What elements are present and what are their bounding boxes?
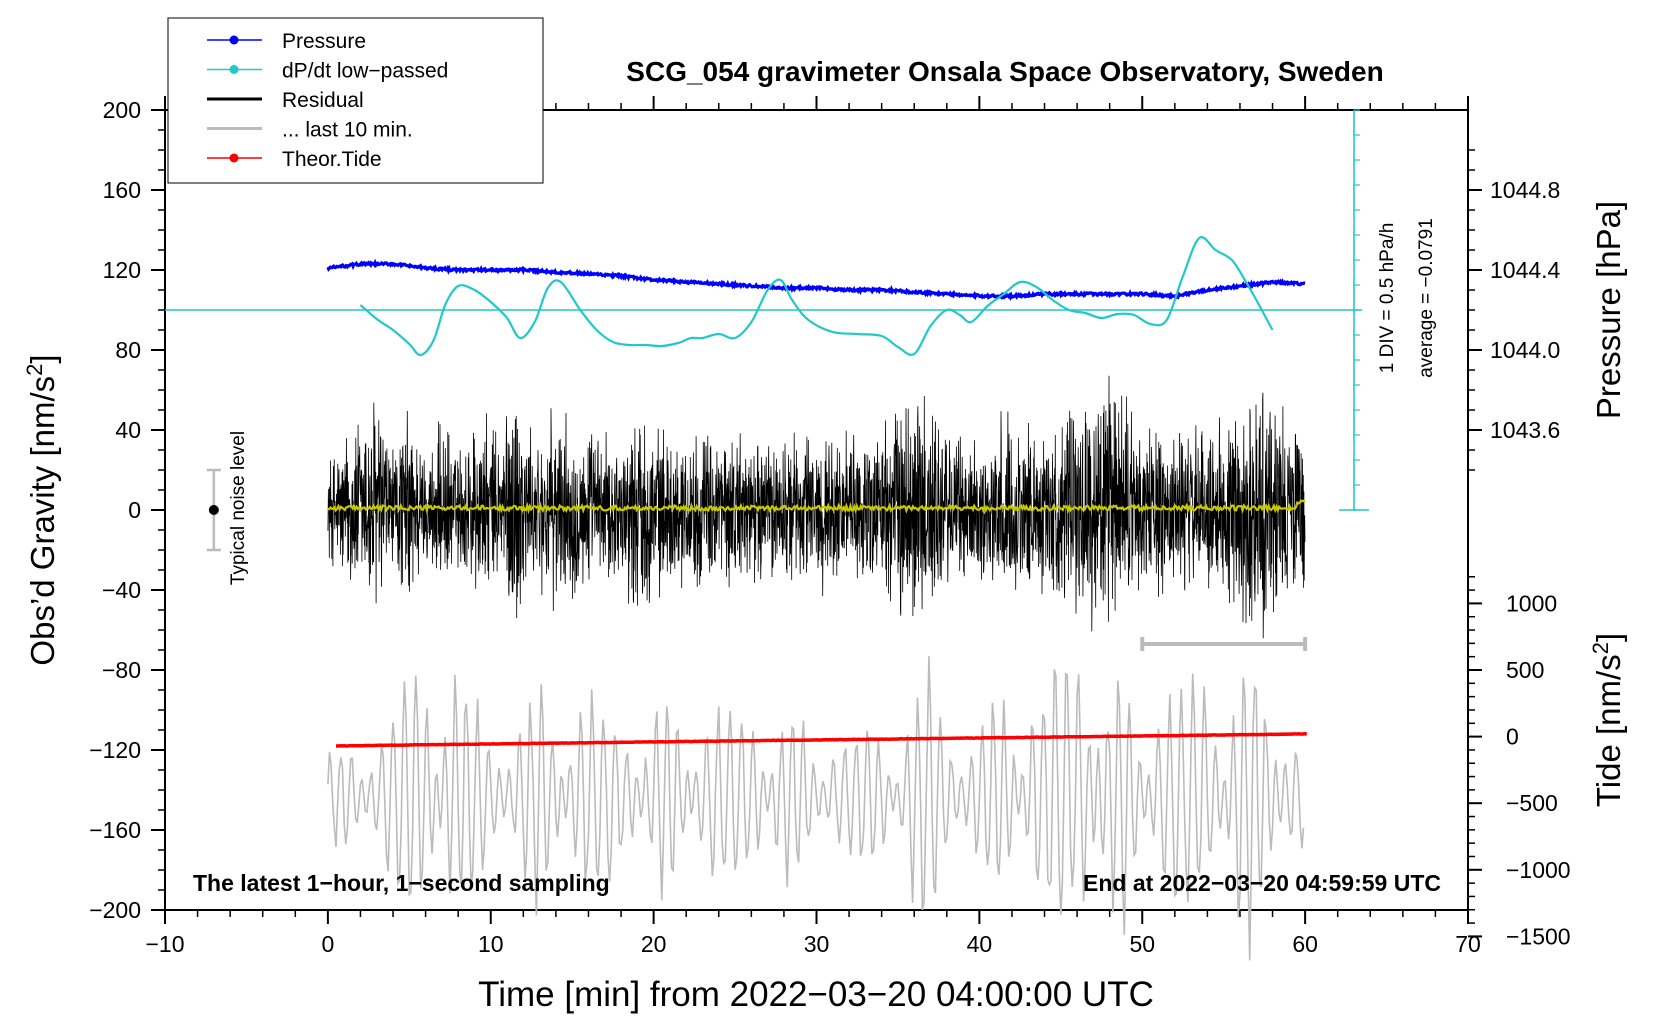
noise-bar-dot (208, 505, 219, 515)
y-tick-label: 120 (103, 257, 141, 283)
tide-tick-label: −500 (1506, 790, 1558, 816)
y-tick-label: −160 (89, 817, 141, 843)
last-10-min-range-bar (1140, 637, 1308, 651)
pressure-axis-label: Pressure [hPa] (1590, 201, 1627, 419)
annotation-left: The latest 1−hour, 1−second sampling (193, 870, 610, 896)
y-tick-label: 160 (103, 177, 141, 203)
y-axis-label-sup: 2 (22, 364, 47, 376)
tide-axis-label-main: Tide [nm/s (1590, 654, 1627, 807)
x-tick-label: 40 (967, 931, 993, 957)
legend-marker (229, 35, 239, 45)
legend: Pressure dP/dt low−passed Residual ... last… (167, 17, 544, 184)
tide-tick-label: 0 (1506, 724, 1519, 750)
residual-lowpass-line (327, 499, 1306, 515)
last-10-min-series (327, 656, 1305, 961)
tide-tick-label: 1000 (1506, 590, 1557, 616)
dpdt-average-label: average = −0.0791 (1416, 218, 1437, 378)
x-tick-label: 30 (804, 931, 830, 957)
tide-axis-label-close: ] (1590, 633, 1627, 642)
tide-tick-label: −1500 (1506, 923, 1571, 949)
x-tick-label: 20 (641, 931, 667, 957)
y-axis-tide: 1000 500 0 −500 −1000 −1500 (1468, 576, 1571, 949)
y-tick-label: 0 (128, 497, 141, 523)
tide-tick-label: −1000 (1506, 857, 1571, 883)
tide-axis-label: Tide [nm/s2] (1588, 633, 1628, 807)
x-tick-label: 70 (1455, 931, 1481, 957)
y-tick-label: 80 (115, 337, 141, 363)
x-tick-label: 10 (478, 931, 504, 957)
tide-axis-label-sup: 2 (1588, 642, 1613, 654)
y-axis-label-close: ] (24, 354, 61, 363)
pressure-tick-label: 1044.0 (1490, 337, 1560, 363)
y-tick-label: −200 (89, 897, 141, 923)
dpdt-series (165, 236, 1363, 357)
legend-marker (229, 153, 239, 163)
y-tick-label: 40 (115, 417, 141, 443)
dpdt-line (359, 236, 1274, 357)
residual-lowpass-series (327, 499, 1306, 515)
y-tick-label: −80 (102, 657, 141, 683)
x-tick-label: 0 (321, 931, 334, 957)
annotation-right: End at 2022−03−20 04:59:59 UTC (1083, 870, 1441, 896)
y-tick-label: 200 (103, 97, 141, 123)
legend-label: dP/dt low−passed (282, 60, 448, 83)
dpdt-scale-label: 1 DIV = 0.5 hPa/h (1377, 223, 1398, 374)
pressure-line (326, 258, 1306, 302)
noise-label: Typical noise level (228, 431, 249, 585)
pressure-series (326, 258, 1306, 302)
pressure-tick-label: 1044.4 (1490, 257, 1561, 283)
y-tick-label: −120 (89, 737, 141, 763)
legend-label: Residual (282, 89, 364, 112)
x-tick-label: −10 (145, 931, 184, 957)
legend-label: Theor.Tide (282, 148, 382, 171)
tide-tick-label: 500 (1506, 657, 1544, 683)
chart-title: SCG_054 gravimeter Onsala Space Observat… (626, 56, 1383, 87)
y-axis-label-main: Obs’d Gravity [nm/s (24, 376, 61, 666)
y-axis-left: 200 160 120 80 40 0 −40 −80 −120 −160 −200 (89, 97, 165, 923)
y-axis-label: Obs’d Gravity [nm/s2] (22, 354, 62, 665)
legend-label: Pressure (282, 30, 366, 53)
pressure-tick-label: 1043.6 (1490, 417, 1560, 443)
x-axis: −10 0 10 20 30 40 50 60 70 (145, 96, 1481, 957)
last-10-min-line (327, 656, 1305, 961)
x-tick-label: 60 (1292, 931, 1318, 957)
dpdt-scale-ruler (1338, 109, 1369, 511)
pressure-tick-label: 1044.8 (1490, 177, 1560, 203)
x-axis-label: Time [min] from 2022−03−20 04:00:00 UTC (478, 975, 1154, 1014)
noise-level-bar (206, 468, 221, 552)
y-axis-pressure: 1044.8 1044.4 1044.0 1043.6 (1468, 149, 1561, 471)
theor-tide-line (336, 732, 1307, 748)
x-tick-label: 50 (1129, 931, 1155, 957)
legend-marker (229, 65, 239, 74)
theor-tide-series (336, 732, 1307, 748)
legend-label: ... last 10 min. (282, 119, 413, 142)
y-tick-label: −40 (102, 577, 141, 603)
